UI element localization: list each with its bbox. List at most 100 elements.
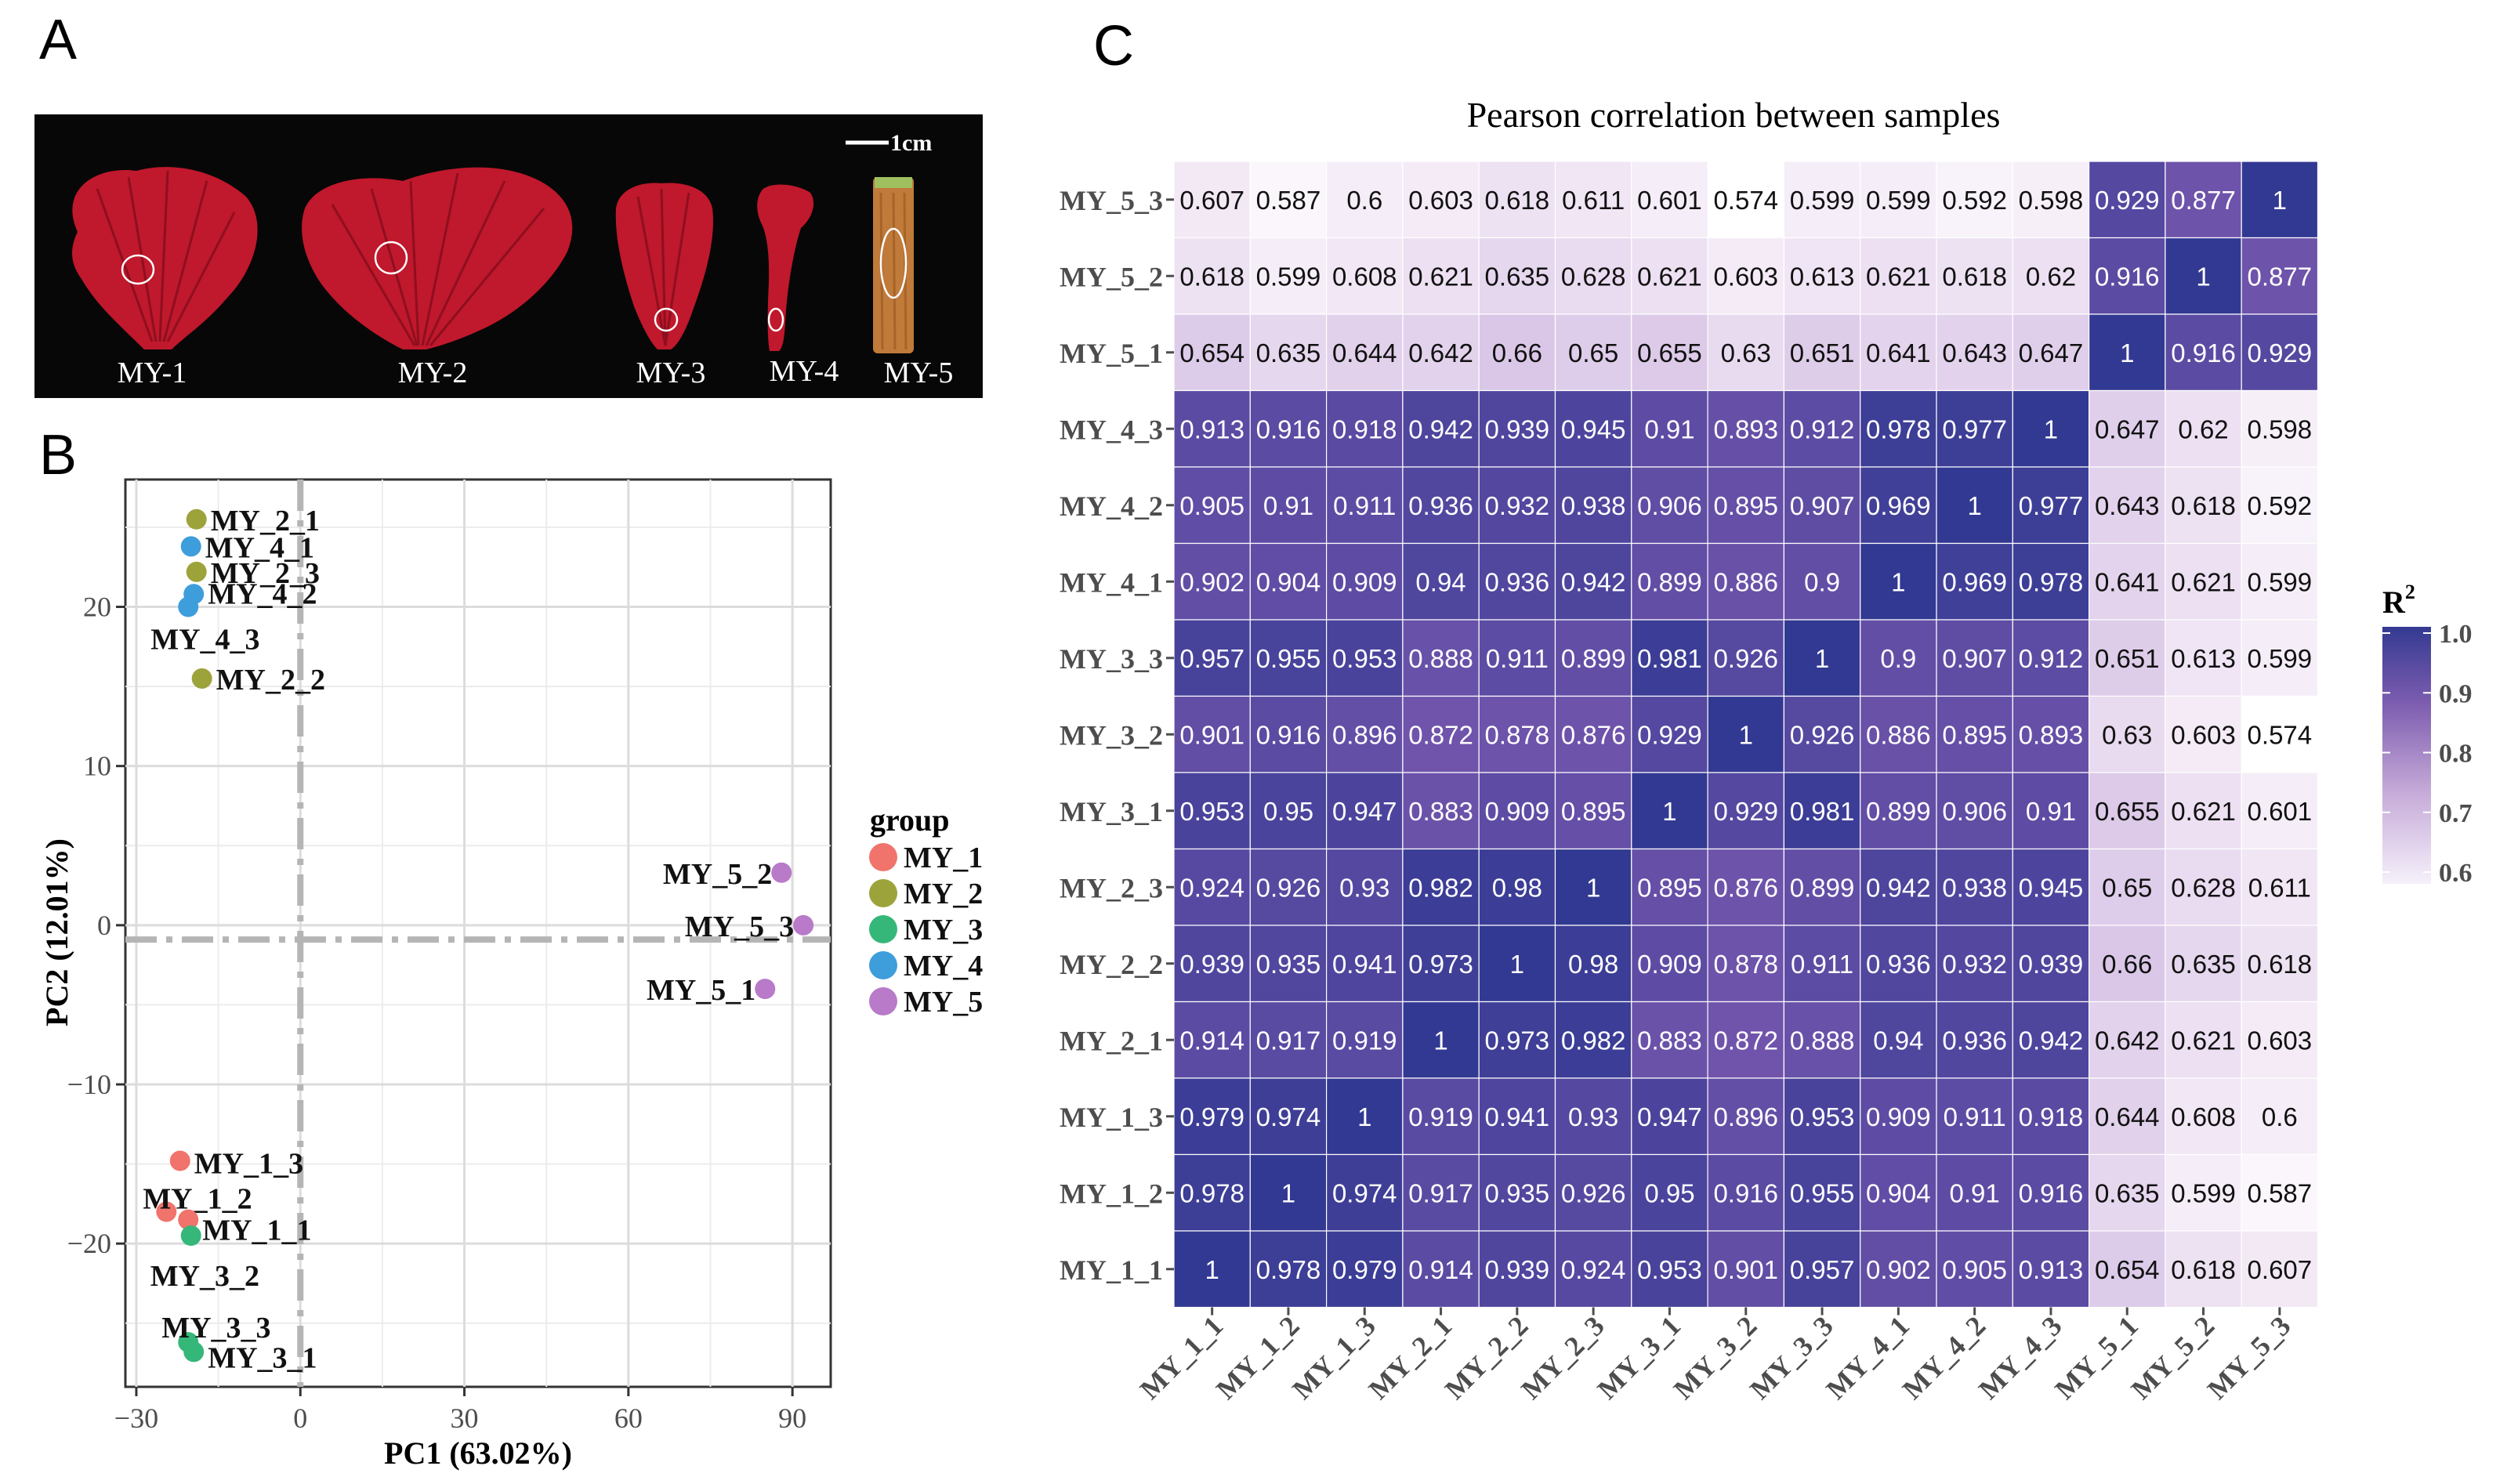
- pca-x-tick-label: 90: [778, 1403, 806, 1434]
- heatmap-cell-label: 0.909: [1866, 1102, 1931, 1131]
- heatmap-cell: [1631, 848, 1708, 926]
- heatmap-cell-label: 0.926: [1713, 644, 1778, 673]
- heatmap-cell: [2089, 695, 2166, 773]
- heatmap-cell-label: 0.978: [2019, 567, 2084, 596]
- heatmap-cell: [1783, 1077, 1861, 1156]
- heatmap-cell-label: 0.598: [2248, 414, 2313, 443]
- heatmap-cell-label: 0.9: [1804, 567, 1840, 596]
- heatmap-cell: [2241, 925, 2319, 1003]
- heatmap-cell: [2012, 313, 2090, 392]
- heatmap-cell: [1478, 237, 1556, 315]
- heatmap-cell-label: 0.929: [2095, 186, 2160, 215]
- heatmap-cell-label: 0.63: [2102, 720, 2152, 749]
- heatmap-row-label: MY_3_3: [1060, 643, 1163, 675]
- pca-point-label: MY_2_1: [211, 505, 320, 537]
- heatmap-cell-label: 0.621: [2171, 797, 2236, 826]
- heatmap-cell: [2241, 237, 2319, 315]
- heatmap-cell-label: 0.66: [1492, 338, 1542, 367]
- heatmap-cell: [1860, 1077, 1937, 1156]
- heatmap-cell-label: 0.913: [1179, 414, 1244, 443]
- heatmap-row-label: MY_4_2: [1060, 490, 1163, 522]
- pca-point-label: MY_2_2: [216, 664, 325, 697]
- heatmap-cell-label: 0.911: [1486, 644, 1549, 673]
- heatmap-cell-label: 0.603: [2171, 720, 2236, 749]
- heatmap-cell-label: 0.939: [1485, 1255, 1550, 1284]
- heatmap-cell: [1936, 695, 2013, 773]
- pca-legend-label: MY_1: [904, 842, 983, 874]
- heatmap-cell-label: 0.603: [2248, 1026, 2313, 1055]
- heatmap-cell: [1325, 1077, 1404, 1156]
- pca-legend-title: group: [870, 802, 950, 838]
- heatmap-cell: [1860, 925, 1937, 1003]
- heatmap-cell: [1783, 1153, 1861, 1232]
- heatmap-cell-label: 0.641: [2095, 567, 2160, 596]
- heatmap-cell-label: 0.592: [2248, 491, 2313, 520]
- heatmap-cell-label: 0.91: [1263, 491, 1313, 520]
- pca-legend-label: MY_5: [904, 986, 983, 1019]
- pca-point: [793, 914, 814, 936]
- pca-point: [186, 509, 207, 530]
- heatmap-cell-label: 0.981: [1637, 644, 1702, 673]
- heatmap-cell-label: 0.618: [1179, 262, 1244, 291]
- heatmap-cell-label: 0.654: [2095, 1255, 2160, 1284]
- heatmap-cell-label: 0.935: [1256, 950, 1321, 979]
- heatmap-cell: [2012, 1001, 2090, 1079]
- heatmap-cell: [1554, 1001, 1632, 1079]
- pca-point-label: MY_1_2: [143, 1183, 252, 1216]
- heatmap-cell-label: 0.66: [2102, 950, 2152, 979]
- heatmap-cell-label: 0.644: [1332, 338, 1397, 367]
- heatmap-cell-label: 0.635: [1256, 338, 1321, 367]
- heatmap-cell-label: 0.599: [2248, 567, 2313, 596]
- heatmap-cell: [1707, 1077, 1785, 1156]
- heatmap-cell-label: 0.91: [2026, 797, 2076, 826]
- scale-bar-label: 1cm: [890, 130, 932, 156]
- heatmap-cell: [1631, 925, 1708, 1003]
- heatmap-legend-tick-label: 0.7: [2439, 799, 2473, 828]
- heatmap-row-label: MY_2_2: [1060, 949, 1163, 980]
- heatmap-cell: [1173, 1001, 1251, 1079]
- heatmap-cell: [1631, 695, 1708, 773]
- heatmap-cell-label: 0.942: [2019, 1026, 2084, 1055]
- heatmap-cell: [1402, 772, 1480, 850]
- heatmap-column-label: MY_3_2: [1668, 1310, 1763, 1406]
- heatmap-cell-label: 0.893: [2019, 720, 2084, 749]
- pca-y-tick-label: −20: [67, 1228, 111, 1259]
- heatmap-cell-label: 0.926: [1790, 720, 1855, 749]
- heatmap-cell-label: 0.621: [2171, 567, 2236, 596]
- heatmap-cell-label: 0.628: [1561, 262, 1626, 291]
- heatmap-cell-label: 0.938: [1561, 491, 1626, 520]
- pca-legend-swatch: [869, 843, 897, 871]
- pca-x-tick-label: 30: [451, 1403, 479, 1434]
- pca-y-tick-label: 0: [97, 910, 111, 941]
- specimen-label-my-1: MY-1: [118, 357, 187, 389]
- heatmap-cell: [1402, 848, 1480, 926]
- heatmap-row-label: MY_1_1: [1060, 1254, 1163, 1286]
- heatmap-cell-label: 0.955: [1256, 644, 1321, 673]
- heatmap-cell-label: 0.939: [1485, 414, 1550, 443]
- heatmap-cell: [1707, 161, 1785, 239]
- pca-x-axis-label: PC1 (63.02%): [384, 1435, 572, 1471]
- pca-point: [755, 979, 776, 1000]
- pca-point-label: MY_5_1: [647, 974, 755, 1007]
- heatmap-cell-label: 0.98: [1568, 950, 1618, 979]
- heatmap-cell-label: 0.916: [2095, 262, 2160, 291]
- heatmap-cell-label: 0.613: [2171, 644, 2236, 673]
- heatmap-cell: [1402, 695, 1480, 773]
- heatmap-cell-label: 0.95: [1263, 797, 1313, 826]
- heatmap-cell: [1402, 1153, 1480, 1232]
- heatmap-cell-label: 1: [1891, 567, 1905, 596]
- heatmap-cell: [1860, 619, 1937, 697]
- heatmap-cell-label: 0.902: [1866, 1255, 1931, 1284]
- heatmap-cell-label: 0.936: [1866, 950, 1931, 979]
- heatmap-cell: [1554, 542, 1632, 621]
- heatmap-cell-label: 0.872: [1713, 1026, 1778, 1055]
- heatmap-column-label: MY_1_1: [1134, 1310, 1230, 1406]
- pca-point-label: MY_4_1: [205, 531, 314, 564]
- heatmap-cell-label: 0.598: [2019, 186, 2084, 215]
- heatmap-cell-label: 0.924: [1561, 1255, 1626, 1284]
- heatmap-cell-label: 0.628: [2171, 873, 2236, 902]
- heatmap-cell: [2241, 389, 2319, 468]
- heatmap-cell: [1707, 466, 1785, 545]
- heatmap-cell: [1478, 1230, 1556, 1308]
- pca-legend-swatch: [869, 879, 897, 907]
